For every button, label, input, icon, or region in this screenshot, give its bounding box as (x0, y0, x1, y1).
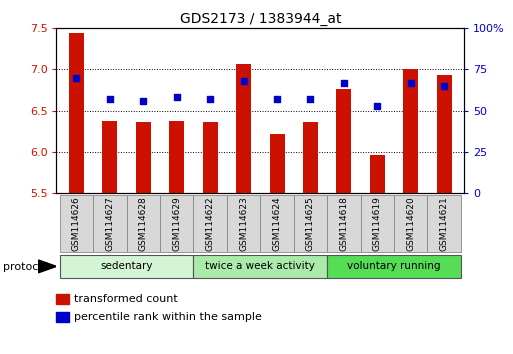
FancyBboxPatch shape (93, 195, 127, 252)
Point (106, 96, 114, 102)
Bar (437, 75, 452, 193)
Bar (203, 122, 218, 193)
Title: GDS2173 / 1383944_at: GDS2173 / 1383944_at (180, 12, 341, 26)
FancyBboxPatch shape (327, 255, 461, 278)
Text: GSM114625: GSM114625 (306, 196, 315, 251)
Text: GSM114626: GSM114626 (72, 196, 81, 251)
Point (407, 80, 415, 85)
Bar (69, 33, 84, 193)
Text: GSM114621: GSM114621 (440, 196, 449, 251)
FancyBboxPatch shape (327, 195, 361, 252)
Bar (337, 89, 351, 193)
FancyBboxPatch shape (60, 195, 93, 252)
Text: GSM114619: GSM114619 (373, 196, 382, 251)
FancyBboxPatch shape (361, 195, 394, 252)
Text: transformed count: transformed count (74, 294, 178, 304)
Point (72, 75, 81, 81)
Text: GSM114622: GSM114622 (206, 196, 215, 251)
FancyBboxPatch shape (160, 195, 193, 252)
FancyBboxPatch shape (60, 255, 193, 278)
Bar (169, 120, 184, 193)
Bar (370, 155, 385, 193)
FancyBboxPatch shape (294, 195, 327, 252)
Text: GSM114627: GSM114627 (105, 196, 114, 251)
Text: GSM114629: GSM114629 (172, 196, 181, 251)
Point (340, 80, 348, 85)
FancyBboxPatch shape (260, 195, 294, 252)
Polygon shape (38, 260, 56, 273)
Point (306, 96, 314, 102)
Point (273, 96, 281, 102)
Text: GSM114624: GSM114624 (272, 196, 282, 251)
Point (173, 95, 181, 100)
Bar (136, 122, 151, 193)
Point (206, 96, 214, 102)
Text: GSM114623: GSM114623 (239, 196, 248, 251)
FancyBboxPatch shape (427, 195, 461, 252)
Text: GSM114618: GSM114618 (340, 196, 348, 251)
FancyBboxPatch shape (193, 255, 327, 278)
Point (440, 83, 448, 89)
FancyBboxPatch shape (127, 195, 160, 252)
Text: voluntary running: voluntary running (347, 261, 441, 271)
FancyBboxPatch shape (394, 195, 427, 252)
Text: twice a week activity: twice a week activity (205, 261, 315, 271)
Bar (269, 135, 285, 193)
Text: protocol: protocol (3, 262, 48, 272)
Text: GSM114628: GSM114628 (139, 196, 148, 251)
Point (373, 103, 382, 109)
Bar (403, 69, 418, 193)
Bar (303, 122, 318, 193)
Point (139, 98, 147, 104)
Bar (236, 64, 251, 193)
Text: percentile rank within the sample: percentile rank within the sample (74, 312, 262, 322)
FancyBboxPatch shape (193, 195, 227, 252)
Text: GSM114620: GSM114620 (406, 196, 416, 251)
Point (240, 78, 248, 84)
FancyBboxPatch shape (227, 195, 260, 252)
Text: sedentary: sedentary (101, 261, 153, 271)
Bar (103, 120, 117, 193)
